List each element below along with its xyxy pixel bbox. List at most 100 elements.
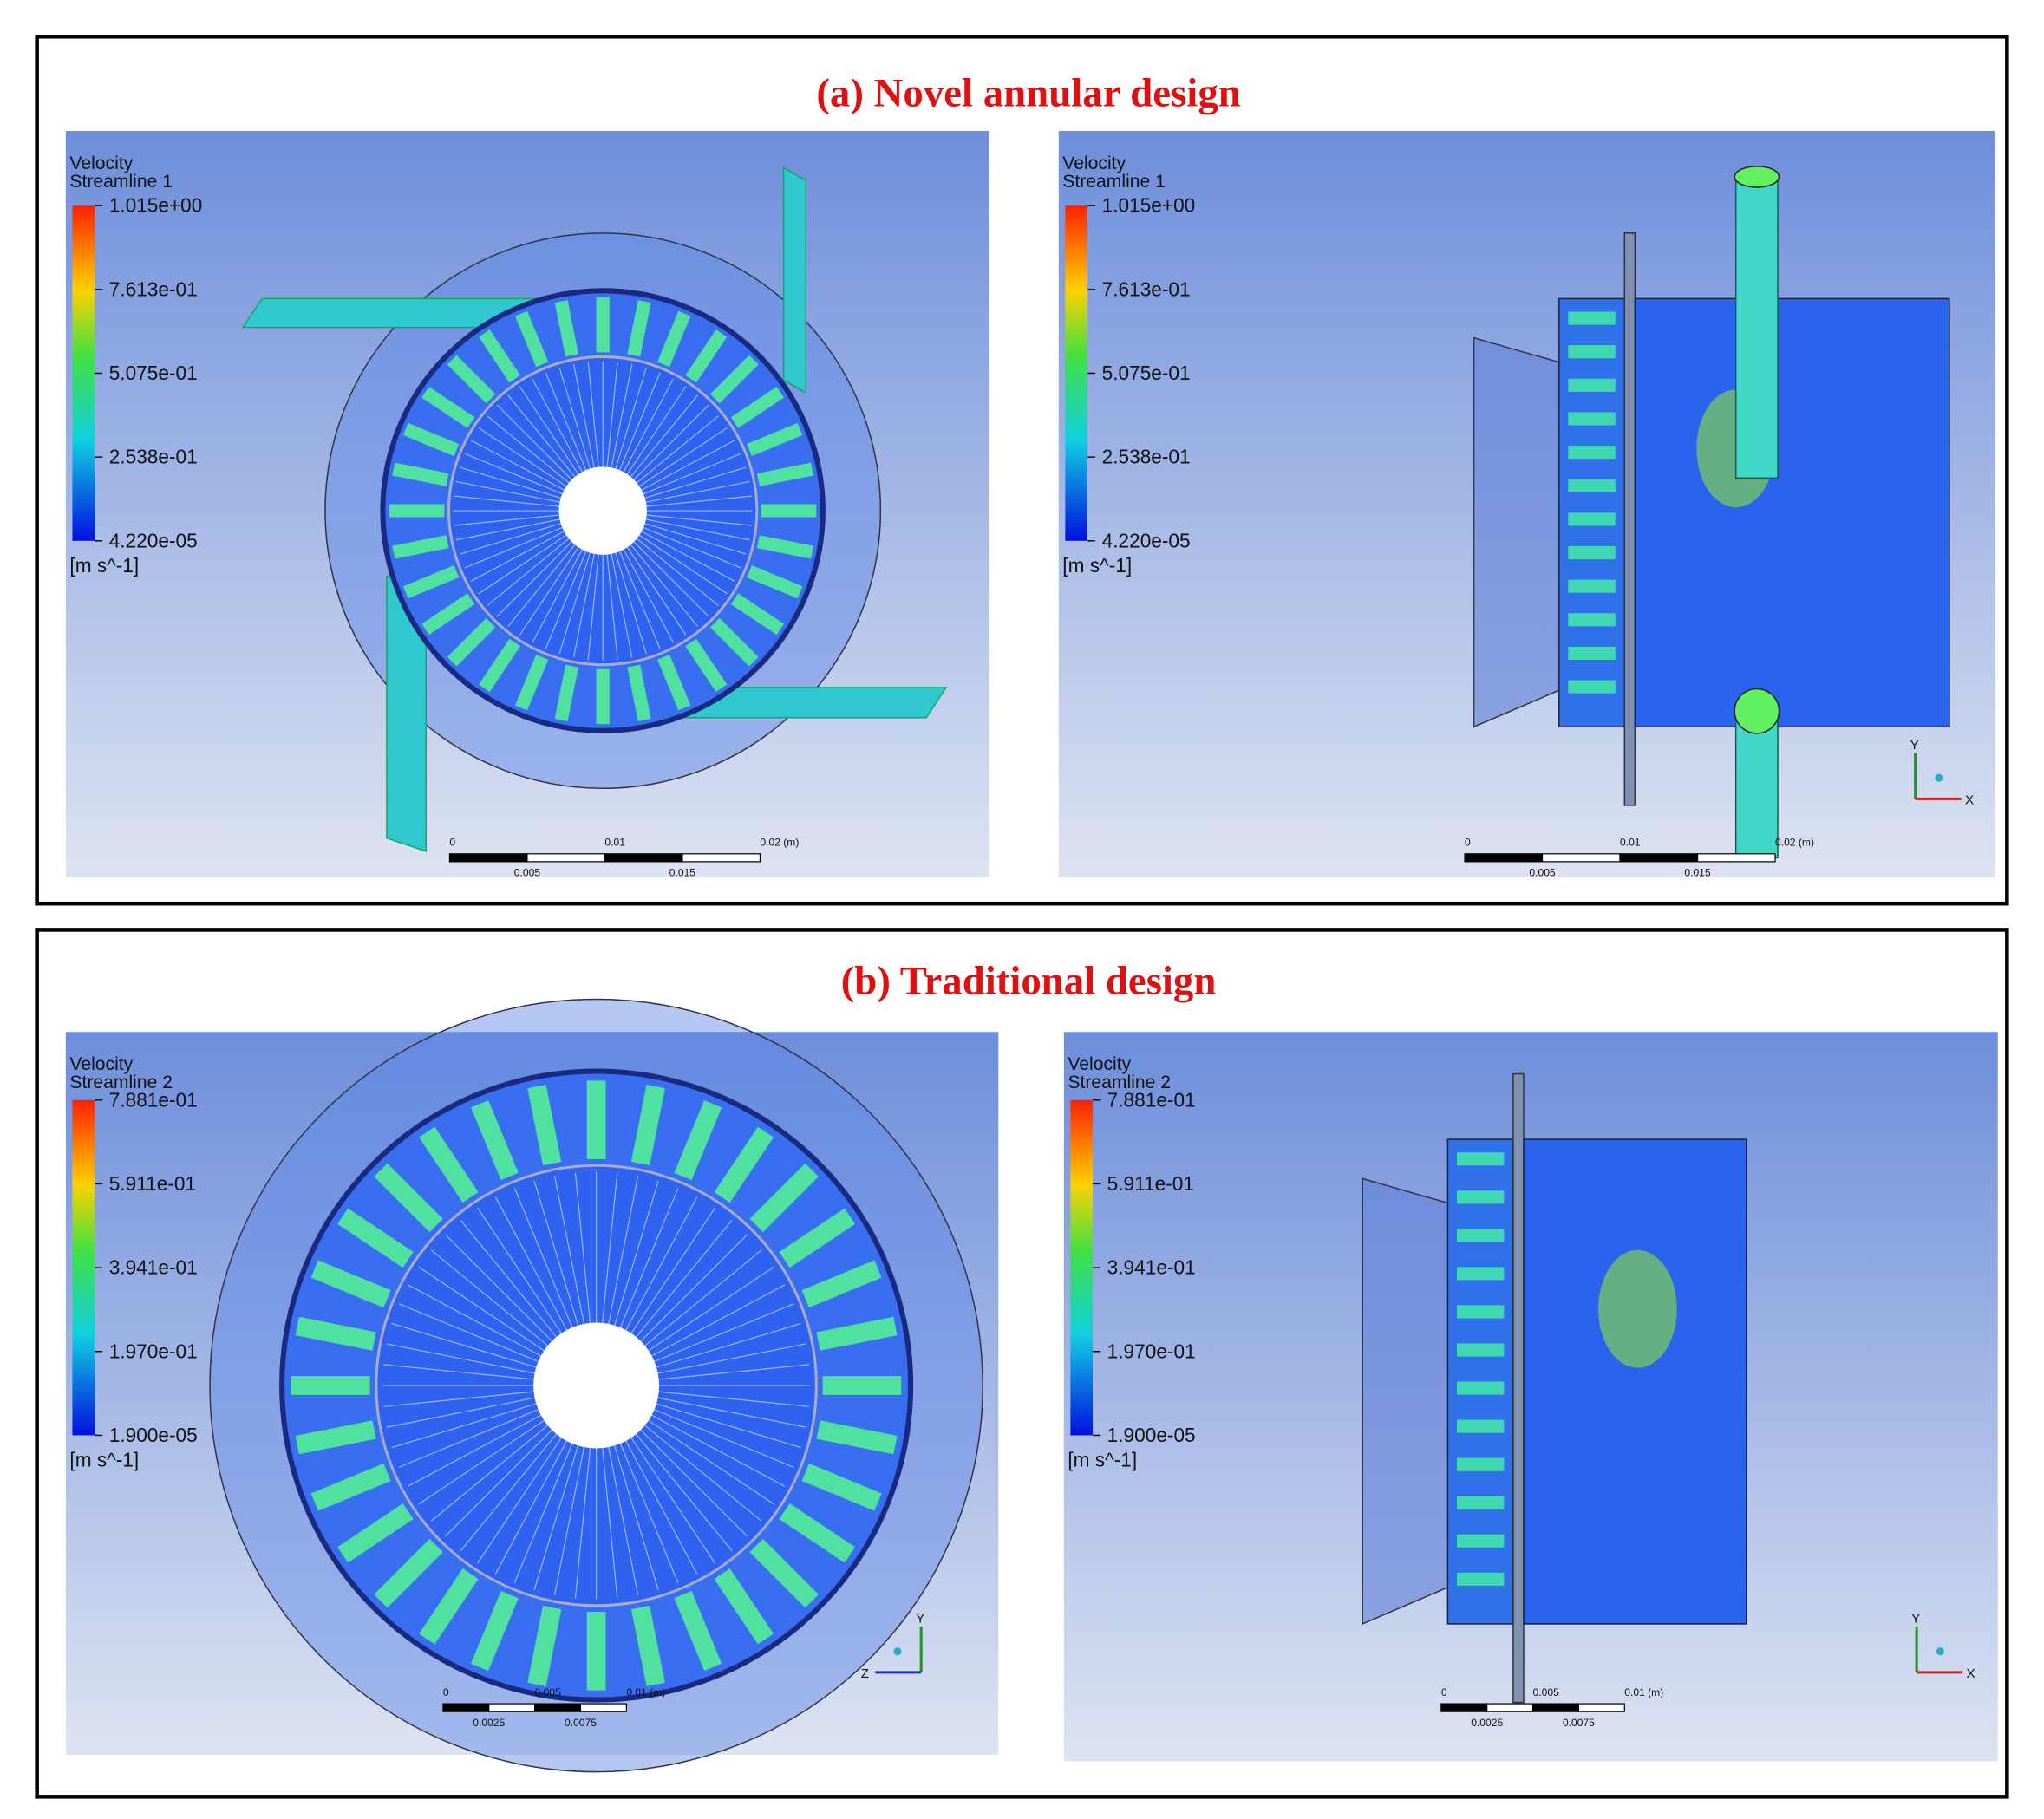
streamline bbox=[619, 1188, 679, 1328]
vane bbox=[554, 300, 578, 357]
streamline bbox=[430, 1249, 548, 1346]
streamline bbox=[654, 1303, 794, 1362]
pipe-end bbox=[1734, 688, 1780, 734]
streamline bbox=[487, 415, 570, 484]
scale-bar-segment bbox=[1541, 853, 1621, 863]
streamline bbox=[644, 1249, 762, 1346]
axis-label: Z bbox=[861, 1666, 869, 1681]
vane bbox=[714, 1126, 774, 1203]
streamline bbox=[646, 495, 752, 507]
vane bbox=[470, 1100, 519, 1181]
streamline bbox=[637, 538, 719, 607]
streamline bbox=[418, 1266, 545, 1352]
vane bbox=[714, 1568, 774, 1645]
streamline bbox=[614, 1445, 659, 1591]
streamline bbox=[558, 367, 591, 469]
streamline bbox=[606, 362, 618, 467]
vane bbox=[1456, 1496, 1505, 1509]
streamline bbox=[619, 1443, 679, 1584]
vane bbox=[630, 1605, 665, 1687]
legend-title: Velocity bbox=[69, 153, 133, 173]
streamline bbox=[455, 518, 560, 541]
streamline bbox=[587, 362, 599, 467]
vane bbox=[1568, 345, 1616, 359]
chamber bbox=[1634, 297, 1950, 728]
colorbar bbox=[72, 205, 95, 541]
vane bbox=[730, 593, 785, 636]
panel-title: (a) Novel annular design bbox=[816, 70, 1240, 115]
streamline bbox=[646, 514, 752, 526]
streamline bbox=[407, 1284, 541, 1357]
scale-bar-segment bbox=[1577, 1703, 1625, 1712]
scale-label: 0.01 bbox=[1620, 837, 1641, 849]
streamline bbox=[464, 526, 563, 569]
streamline bbox=[643, 526, 741, 569]
vane bbox=[554, 664, 578, 721]
streamline bbox=[430, 1425, 548, 1522]
streamline bbox=[615, 552, 647, 655]
vane bbox=[1568, 579, 1616, 593]
streamline bbox=[656, 1403, 801, 1449]
vane bbox=[402, 564, 460, 599]
colorbar-label: 1.015e+00 bbox=[1102, 194, 1196, 217]
vane bbox=[470, 1591, 519, 1672]
streamline bbox=[645, 518, 750, 541]
streamline bbox=[630, 394, 699, 478]
streamline bbox=[574, 1172, 591, 1323]
streamline bbox=[636, 1433, 733, 1551]
streamline bbox=[640, 1234, 748, 1342]
colorbar-label: 1.900e-05 bbox=[1107, 1424, 1196, 1446]
vane bbox=[1568, 378, 1616, 392]
streamline bbox=[611, 363, 633, 468]
vane bbox=[747, 564, 803, 599]
vane bbox=[779, 1208, 856, 1268]
chamber bbox=[1523, 1138, 1747, 1625]
scale-bar-segment bbox=[442, 1703, 490, 1712]
vane bbox=[1456, 1343, 1505, 1357]
vane bbox=[657, 310, 691, 368]
vane bbox=[1568, 412, 1616, 426]
legend-subtitle: Streamline 2 bbox=[1068, 1072, 1171, 1092]
streamline bbox=[648, 1419, 774, 1505]
colorbar bbox=[1070, 1099, 1094, 1436]
streamline bbox=[639, 427, 728, 487]
streamline bbox=[625, 1440, 698, 1575]
core bbox=[533, 1322, 660, 1449]
panel-border bbox=[35, 928, 2009, 1799]
streamline bbox=[608, 1176, 639, 1325]
streamline bbox=[496, 404, 572, 480]
streamline bbox=[487, 538, 570, 607]
streamline bbox=[507, 544, 576, 627]
streamline bbox=[651, 1414, 786, 1487]
vane bbox=[479, 638, 520, 692]
streamline bbox=[398, 1409, 539, 1468]
streamline bbox=[623, 549, 675, 643]
vane bbox=[447, 355, 496, 404]
scale-label: 0.0075 bbox=[1563, 1717, 1595, 1729]
scale-bar-segment bbox=[604, 853, 683, 863]
streamline bbox=[614, 1180, 659, 1326]
streamline bbox=[641, 531, 735, 582]
scale-label: 0.01 (m) bbox=[626, 1686, 665, 1698]
vane bbox=[374, 1163, 443, 1233]
vane bbox=[816, 1316, 898, 1351]
scale-label: 0.005 bbox=[514, 866, 541, 878]
streamline bbox=[572, 363, 595, 468]
vane bbox=[749, 1538, 819, 1608]
vane bbox=[1568, 311, 1616, 325]
vane bbox=[749, 1163, 819, 1233]
outlet-pipe bbox=[1734, 176, 1779, 479]
colorbar-label: 7.881e-01 bbox=[1107, 1088, 1196, 1111]
streamline bbox=[619, 372, 661, 471]
streamline bbox=[383, 1364, 534, 1380]
colorbar-label: 3.941e-01 bbox=[109, 1256, 198, 1279]
scale-label: 0.02 (m) bbox=[1775, 837, 1814, 849]
colorbar-label: 1.970e-01 bbox=[109, 1340, 198, 1362]
streamline bbox=[656, 1322, 801, 1368]
colorbar-label: 5.911e-01 bbox=[109, 1172, 196, 1195]
vane bbox=[1456, 1229, 1505, 1242]
streamline bbox=[532, 378, 583, 473]
vane bbox=[310, 1260, 391, 1308]
